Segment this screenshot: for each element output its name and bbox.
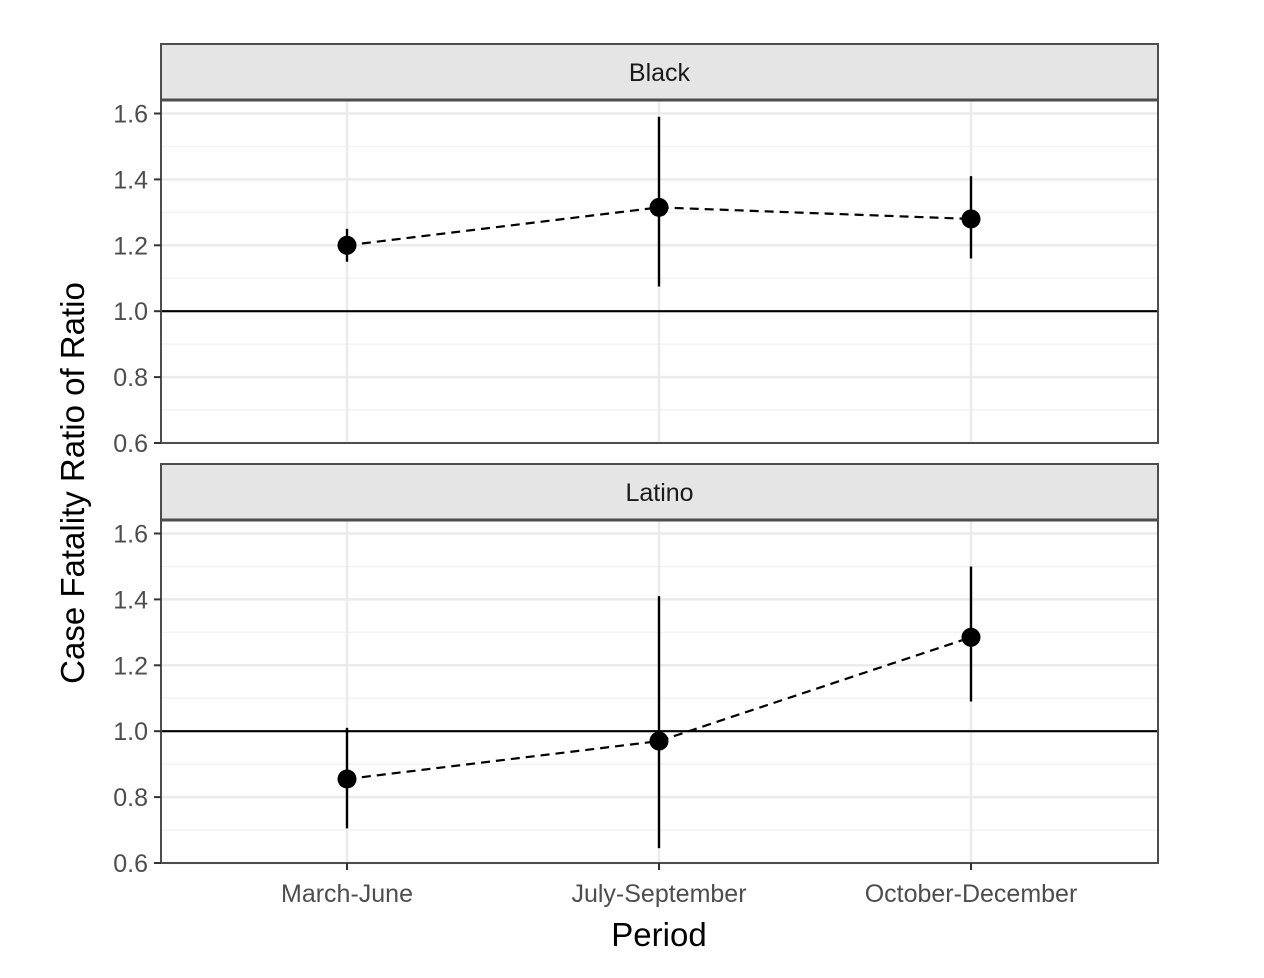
x-axis-title: Period [611, 916, 706, 953]
x-tick-label: March-June [281, 880, 413, 908]
y-axis-title: Case Fatality Ratio of Ratio [54, 282, 91, 684]
y-tick-label: 1.2 [113, 232, 148, 260]
data-point [961, 627, 981, 647]
y-tick-label: 1.6 [113, 101, 148, 129]
y-tick-label: 0.8 [113, 364, 148, 392]
data-point [649, 731, 669, 751]
facet-panel: Black 0.6 0.8 1.0 1.2 1.4 1.6 [113, 43, 1159, 458]
x-tick-label: October-December [865, 880, 1078, 908]
data-point [337, 769, 357, 789]
facet-strip [160, 43, 1159, 101]
x-tick-label: July-September [571, 880, 746, 908]
y-tick-label: 0.8 [113, 784, 148, 812]
facet-strip-label: Black [629, 59, 691, 87]
y-tick-label: 1.4 [113, 166, 148, 194]
facet-panel: Latino 0.6 0.8 1.0 1.2 1.4 1.6 [113, 463, 1159, 878]
series-line [346, 636, 972, 781]
data-point [649, 197, 669, 217]
y-tick-label: 0.6 [113, 850, 148, 878]
y-tick-label: 1.0 [113, 298, 148, 326]
data-point [337, 235, 357, 255]
y-tick-label: 1.6 [113, 521, 148, 549]
y-tick-label: 0.6 [113, 430, 148, 458]
y-tick-label: 1.4 [113, 586, 148, 614]
y-tick-label: 1.0 [113, 718, 148, 746]
data-point [961, 209, 981, 229]
facet-strip-label: Latino [625, 479, 693, 507]
facet-strip [160, 463, 1159, 521]
y-tick-label: 1.2 [113, 652, 148, 680]
